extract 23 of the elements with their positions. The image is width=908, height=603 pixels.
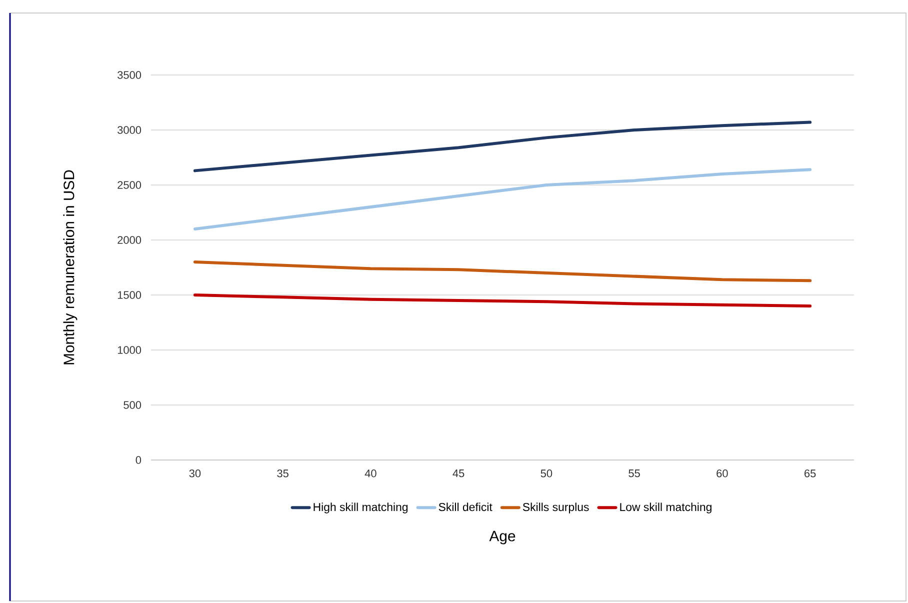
y-tick-label: 0 <box>136 456 142 464</box>
y-tick-label: 3000 <box>118 126 142 134</box>
x-tick-label: 35 <box>277 470 288 478</box>
y-tick-label: 1000 <box>118 346 142 354</box>
x-tick-label: 55 <box>628 470 640 478</box>
y-tick-label: 500 <box>124 401 142 409</box>
y-tick-label: 2000 <box>118 236 142 244</box>
y-tick-label: 2500 <box>118 181 142 189</box>
legend-label: Skills surplus <box>522 502 589 514</box>
x-axis-title: Age <box>489 530 516 544</box>
line-series <box>193 293 812 308</box>
y-axis-title: Monthly remuneration in USD <box>63 170 78 364</box>
y-tick-label: 3500 <box>118 71 142 79</box>
x-tick-label: 60 <box>716 470 728 478</box>
legend-label: High skill matching <box>314 502 408 514</box>
x-tick-label: 65 <box>804 470 816 478</box>
x-tick-label: 45 <box>452 470 464 478</box>
y-tick-label: 1500 <box>118 291 142 299</box>
x-tick-label: 50 <box>540 470 552 478</box>
legend-label: Skill deficit <box>438 502 492 512</box>
x-tick-label: 40 <box>364 470 376 478</box>
x-tick-label: 30 <box>189 470 201 478</box>
legend-label: Low skill matching <box>620 502 712 514</box>
